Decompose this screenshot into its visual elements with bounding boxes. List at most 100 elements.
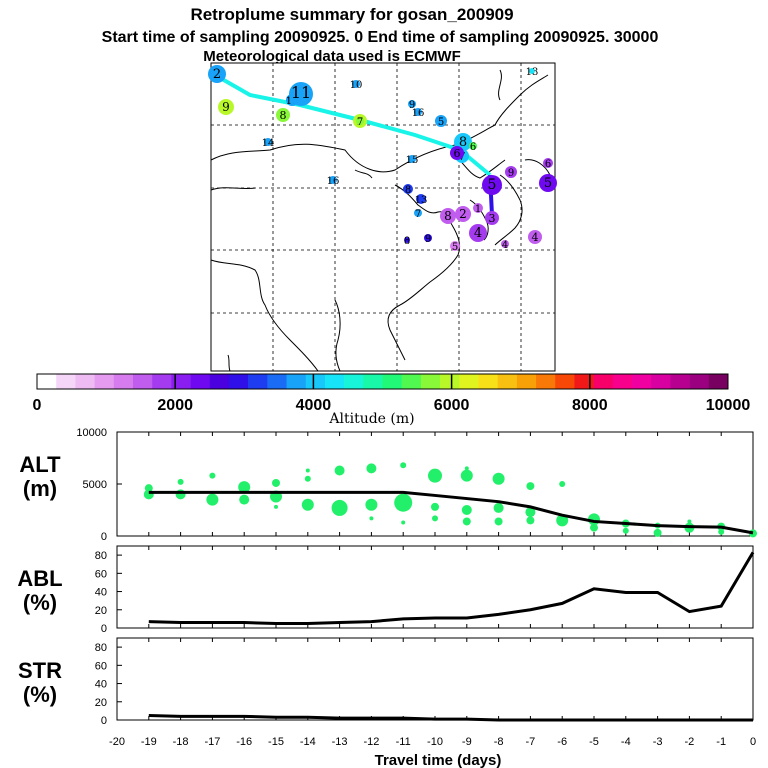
altitude-dot xyxy=(526,516,535,525)
meteorological-data-line: Meteorological data used is ECMWF xyxy=(203,48,461,65)
cluster-day-label: 7 xyxy=(357,117,363,128)
altitude-dot xyxy=(494,517,503,526)
colorbar-frame xyxy=(36,373,729,390)
colorbar-swatch xyxy=(305,374,326,389)
map-frame xyxy=(210,62,556,372)
cluster-day-label: 13 xyxy=(526,67,539,78)
altitude-dot xyxy=(493,502,504,513)
colorbar-swatch xyxy=(420,374,441,389)
colorbar-swatch xyxy=(689,374,710,389)
cluster-day-label: 6 xyxy=(545,159,551,170)
cluster-marker xyxy=(403,184,413,194)
altitude-dot xyxy=(274,504,278,509)
x-axis-label: Travel time (days) xyxy=(375,752,502,768)
panel-title: ABL xyxy=(17,566,62,591)
colorbar-swatch xyxy=(651,374,671,389)
colorbar-swatch xyxy=(555,374,575,389)
cluster-marker xyxy=(208,65,226,83)
cluster-day-label: 8 xyxy=(444,209,452,223)
y-tick-label: 5000 xyxy=(83,479,107,491)
x-tick-label: -9 xyxy=(462,736,472,748)
x-tick-label: -18 xyxy=(173,736,189,748)
abl-line xyxy=(148,551,755,625)
cluster-marker xyxy=(543,158,553,168)
colorbar-swatch xyxy=(459,374,479,389)
colorbar-swatch xyxy=(113,374,134,389)
y-tick-label: 60 xyxy=(95,568,107,580)
colorbar-swatch xyxy=(132,374,153,389)
cluster-marker xyxy=(440,208,456,224)
altitude-dot xyxy=(394,493,413,512)
cluster-day-label: 13 xyxy=(415,195,428,206)
altitude-dot xyxy=(687,519,692,524)
cluster-day-label: 6 xyxy=(470,142,476,153)
altitude-dot xyxy=(331,499,348,516)
cluster-marker xyxy=(473,203,483,213)
cluster-marker xyxy=(352,80,360,88)
cluster-marker xyxy=(482,175,502,195)
cluster-day-label: 7 xyxy=(415,209,421,220)
colorbar-tick-label: 2000 xyxy=(157,397,193,414)
x-tick-label: -4 xyxy=(621,736,631,748)
colorbar-tick-label: 4000 xyxy=(296,397,332,414)
altitude-dot xyxy=(366,463,377,474)
x-tick-label: -19 xyxy=(141,736,157,748)
colorbar-swatch xyxy=(440,374,460,389)
map-panel: 2910118109716958671314151659656813782134… xyxy=(208,62,557,372)
altitude-dot xyxy=(428,468,442,483)
cluster-day-label: 8 xyxy=(280,109,287,122)
altitude-dot xyxy=(559,481,566,487)
colorbar-swatch xyxy=(171,374,191,389)
colorbar-tick-label: 0 xyxy=(33,397,42,414)
colorbar-swatch xyxy=(478,374,498,389)
colorbar-swatch xyxy=(94,374,115,389)
altitude-dot xyxy=(305,468,310,473)
cluster-day-label: 5 xyxy=(488,177,497,193)
x-tick-label: -6 xyxy=(557,736,567,748)
x-tick-label: -20 xyxy=(109,736,125,748)
x-tick-label: 0 xyxy=(750,736,756,748)
x-tick-label: -17 xyxy=(204,736,220,748)
cluster-day-label: 14 xyxy=(262,138,275,149)
cluster-marker xyxy=(450,241,460,251)
cluster-marker xyxy=(424,234,432,242)
colorbar-swatch xyxy=(37,374,57,389)
cluster-day-label: 5 xyxy=(452,242,458,253)
cluster-marker xyxy=(469,224,487,242)
altitude-dot xyxy=(461,505,472,515)
colorbar-swatch xyxy=(228,374,249,389)
cluster-day-label: 4 xyxy=(532,231,539,244)
cluster-day-label: 6 xyxy=(454,147,461,160)
cluster-marker xyxy=(435,115,447,127)
panel-title: ALT xyxy=(19,452,61,477)
cluster-marker xyxy=(505,166,517,178)
x-tick-label: -5 xyxy=(589,736,599,748)
cluster-day-label: 9 xyxy=(425,234,431,245)
altitude-dot xyxy=(400,462,407,469)
cluster-day-label: 15 xyxy=(406,155,419,166)
cluster-day-label: 4 xyxy=(502,240,508,251)
cluster-marker xyxy=(329,176,337,184)
cluster-marker xyxy=(455,206,471,222)
cluster-day-label: 5 xyxy=(544,176,552,191)
altitude-dot xyxy=(653,528,662,537)
y-tick-label: 40 xyxy=(95,587,107,599)
colorbar-swatch xyxy=(497,374,518,389)
x-tick-label: -15 xyxy=(268,736,284,748)
colorbar-swatch xyxy=(56,374,76,389)
cluster-marker xyxy=(408,155,416,163)
panel-frame xyxy=(116,545,754,629)
cluster-marker xyxy=(501,240,509,248)
y-tick-label: 20 xyxy=(95,605,107,617)
altitude-dot xyxy=(556,514,569,527)
cluster-day-label: 8 xyxy=(404,236,410,247)
x-tick-label: -16 xyxy=(236,736,252,748)
cluster-day-label: 1 xyxy=(475,204,481,215)
cluster-day-label: 5 xyxy=(438,117,444,128)
colorbar-swatch xyxy=(574,374,594,389)
colorbar-swatch xyxy=(401,374,422,389)
altitude-dot xyxy=(526,482,535,491)
cluster-marker xyxy=(485,211,499,225)
y-tick-label: 0 xyxy=(101,531,107,543)
